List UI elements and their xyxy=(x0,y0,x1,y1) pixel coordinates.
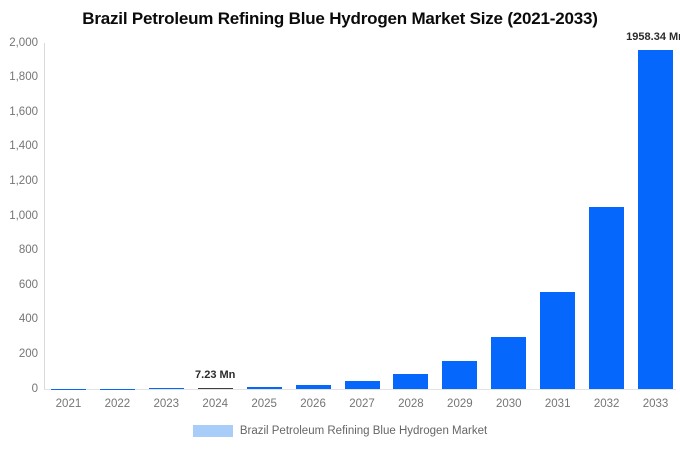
x-tick-label: 2029 xyxy=(447,398,473,410)
x-tick-label: 2024 xyxy=(202,398,229,410)
bar-2024[interactable] xyxy=(197,387,233,389)
y-tick-label: 600 xyxy=(18,278,38,291)
bar-2029[interactable] xyxy=(442,360,478,389)
legend-label: Brazil Petroleum Refining Blue Hydrogen … xyxy=(239,425,488,437)
legend-item[interactable]: Brazil Petroleum Refining Blue Hydrogen … xyxy=(0,425,680,437)
bar-2023[interactable] xyxy=(148,388,184,389)
y-tick-label: 400 xyxy=(18,313,38,326)
y-tick-label: 1,800 xyxy=(9,71,38,84)
y-tick-label: 1,200 xyxy=(9,174,38,187)
x-tick-label: 2031 xyxy=(544,398,571,410)
legend-swatch xyxy=(192,425,233,437)
x-tick-label: 2027 xyxy=(349,398,375,410)
bar-2027[interactable] xyxy=(344,380,380,389)
y-axis-line xyxy=(44,43,45,389)
bar-2033[interactable] xyxy=(638,50,674,389)
value-label: 7.23 Mn xyxy=(195,368,236,381)
x-tick-label: 2022 xyxy=(104,398,131,410)
x-tick-label: 2026 xyxy=(300,398,326,410)
y-tick-label: 800 xyxy=(18,244,38,257)
y-tick-label: 1,600 xyxy=(9,105,38,118)
x-tick-label: 2028 xyxy=(398,398,424,410)
x-tick-label: 2032 xyxy=(593,398,620,410)
y-tick-label: 2,000 xyxy=(9,36,38,49)
x-axis-line xyxy=(44,389,676,390)
bar-2030[interactable] xyxy=(491,336,527,389)
bar-2028[interactable] xyxy=(393,373,429,389)
bar-2031[interactable] xyxy=(540,291,576,389)
x-tick-label: 2033 xyxy=(642,398,669,410)
chart-title: Brazil Petroleum Refining Blue Hydrogen … xyxy=(82,9,598,28)
y-tick-label: 200 xyxy=(18,347,38,360)
bar-2032[interactable] xyxy=(589,207,625,389)
x-tick-label: 2030 xyxy=(495,398,522,410)
x-tick-label: 2025 xyxy=(251,398,277,410)
x-tick-label: 2021 xyxy=(55,398,82,410)
x-tick-label: 2023 xyxy=(153,398,180,410)
value-label: 1958.34 Mn xyxy=(626,31,680,44)
bar-2025[interactable] xyxy=(246,386,282,389)
y-tick-label: 0 xyxy=(31,382,38,395)
y-tick-label: 1,400 xyxy=(9,140,38,153)
bar-2026[interactable] xyxy=(295,384,331,389)
y-tick-label: 1,000 xyxy=(9,209,38,222)
